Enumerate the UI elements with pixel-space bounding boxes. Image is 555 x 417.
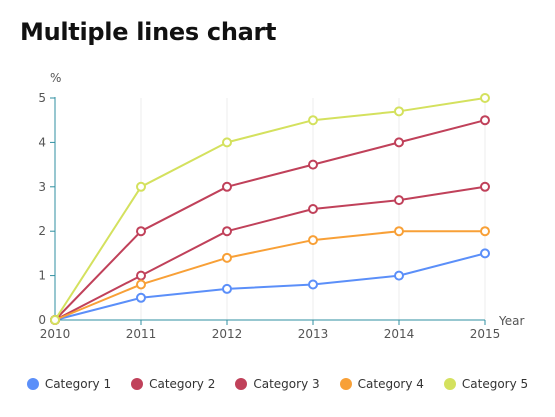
data-point[interactable] (308, 279, 318, 290)
y-tick-label: 0 (38, 313, 46, 327)
data-point[interactable] (394, 137, 404, 148)
data-point[interactable] (136, 270, 146, 281)
data-point[interactable] (136, 226, 146, 237)
legend-marker (443, 378, 456, 390)
legend-marker (131, 378, 144, 390)
series-lines (50, 93, 490, 325)
legend-marker (26, 378, 39, 390)
data-point[interactable] (222, 252, 232, 263)
data-point[interactable] (50, 315, 60, 325)
series-line (54, 252, 486, 321)
legend: Category 1 Category 2 Category 3 Category 4… (0, 377, 555, 391)
data-point[interactable] (308, 204, 318, 214)
series-1 (50, 248, 490, 325)
legend-label: Category 2 (149, 377, 216, 391)
series-line (54, 97, 486, 321)
series-line (54, 185, 486, 321)
legend-item[interactable]: Category 3 (235, 377, 320, 391)
y-tick-label: 1 (38, 269, 46, 283)
line-chart: % Year 2010 2011 2012 2013 2014 2015 0 1 2 3 4 5 (38, 71, 524, 341)
axes: % Year (50, 71, 524, 328)
y-tick-label: 2 (38, 224, 46, 238)
x-tick-label: 2010 (40, 327, 71, 341)
data-point[interactable] (480, 226, 490, 237)
series-4 (50, 226, 490, 325)
data-point[interactable] (480, 181, 490, 192)
data-point[interactable] (136, 181, 146, 192)
data-point[interactable] (394, 226, 404, 237)
data-point[interactable] (222, 181, 232, 192)
y-tick-label: 4 (38, 135, 46, 149)
series-5 (50, 93, 490, 325)
x-axis-label: Year (498, 314, 524, 328)
y-tick-label: 5 (38, 91, 46, 105)
x-tick-label: 2014 (384, 327, 415, 341)
data-point[interactable] (480, 248, 490, 259)
legend-marker (235, 378, 248, 390)
legend-marker (339, 378, 352, 390)
y-axis-label: % (50, 71, 61, 85)
legend-label: Category 1 (44, 377, 112, 391)
series-3 (50, 181, 490, 325)
legend-item[interactable]: Category 4 (339, 377, 424, 391)
data-point[interactable] (222, 283, 232, 294)
data-point[interactable] (308, 235, 318, 246)
data-point[interactable] (308, 115, 318, 126)
legend-item[interactable]: Category 5 (443, 377, 529, 391)
data-point[interactable] (308, 159, 318, 170)
data-point[interactable] (222, 137, 232, 148)
data-point[interactable] (394, 106, 404, 117)
legend-item[interactable]: Category 1 (26, 377, 112, 391)
chart-title: Multiple lines chart (20, 18, 277, 46)
legend-label: Category 5 (461, 377, 529, 391)
data-point[interactable] (480, 115, 490, 126)
x-tick-label: 2011 (126, 327, 157, 341)
legend-label: Category 4 (357, 377, 424, 391)
y-tick-label: 3 (38, 180, 46, 194)
series-line (54, 230, 485, 321)
x-tick-label: 2012 (212, 327, 243, 341)
legend-label: Category 3 (253, 377, 320, 391)
legend-item[interactable]: Category 2 (131, 377, 215, 391)
x-tick-label: 2013 (298, 327, 329, 341)
data-point[interactable] (136, 279, 146, 290)
data-point[interactable] (480, 93, 490, 103)
tick-labels: 2010 2011 2012 2013 2014 2015 0 1 2 3 4 5 (38, 91, 500, 341)
data-point[interactable] (394, 270, 404, 281)
x-tick-label: 2015 (470, 327, 501, 341)
series-line (54, 119, 486, 321)
data-point[interactable] (394, 195, 404, 206)
data-point[interactable] (136, 292, 146, 303)
data-point[interactable] (222, 226, 232, 237)
